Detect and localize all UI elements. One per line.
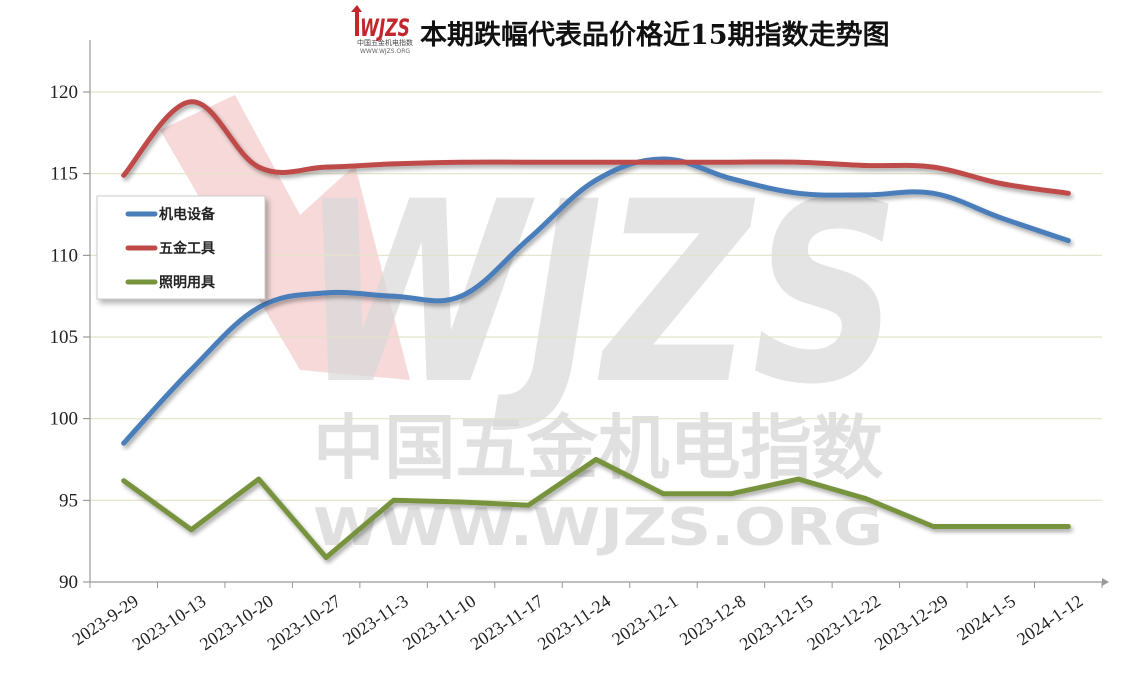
chart-header: WJZS 中国五金机电指数 WWW.WJZS.ORG 本期跌幅代表品价格近15期… [351,5,890,55]
data-point [863,163,869,168]
data-point [1065,190,1071,196]
data-point [458,499,464,505]
data-point [796,476,801,482]
x-tick-label: 2023-12-1 [608,591,681,650]
data-point [1065,524,1071,529]
data-point [391,497,396,503]
x-tick-label: 2023-12-15 [736,591,817,655]
y-tick-label: 120 [50,82,79,103]
x-tick-label: 2024-1-12 [1013,591,1086,650]
logo-url: WWW.WJZS.ORG [360,48,410,55]
watermark: WJZS 中国五金机电指数 WWW.WJZS.ORG [160,95,900,558]
y-tick-label: 90 [59,572,78,593]
legend-label: 五金工具 [159,240,215,257]
data-point [728,159,734,165]
data-point [323,555,329,560]
x-tick-label: 2023-10-13 [129,591,210,655]
data-point [323,164,329,170]
legend-label: 照明用具 [159,275,215,291]
x-tick-label: 2024-1-5 [953,591,1019,644]
chart-title: 本期跌幅代表品价格近15期指数走势图 [420,20,890,51]
data-point [526,159,531,165]
data-point [863,496,869,502]
data-point [998,215,1004,221]
data-point [256,164,262,170]
x-tick-label: 2023-10-27 [264,591,345,655]
data-point [728,176,734,181]
data-point [121,478,127,484]
legend-box [96,195,266,300]
data-point [458,159,464,165]
y-tick-label: 100 [50,409,79,430]
x-tick-label: 2023-11-24 [534,591,614,654]
data-point [593,177,599,183]
x-tick-label: 2023-11-10 [399,591,479,654]
data-point [796,190,801,196]
y-tick-label: 110 [50,245,78,266]
data-point [526,502,531,508]
data-point [458,293,464,299]
y-tick-label: 105 [50,327,79,348]
legend-label: 机电设备 [159,206,216,223]
data-point [661,491,666,497]
x-axis-ticks: 2023-9-292023-10-132023-10-202023-10-272… [69,582,1103,655]
data-point [188,99,194,105]
data-point [1065,238,1071,244]
watermark-url-text: WWW.WJZS.ORG [313,498,883,558]
data-point [796,159,801,165]
data-point [121,440,127,446]
watermark-big-letters: WJZS [300,148,900,439]
data-point [256,305,262,310]
y-axis-ticks: 90 95 100 105 110 115 120 [50,82,90,593]
data-point [593,159,599,165]
data-point [661,159,666,165]
data-point [526,236,531,242]
data-point [593,457,599,462]
axes [89,40,1109,586]
watermark-arrow-icon [160,95,410,380]
data-point [256,476,262,482]
x-axis-arrow-icon [1102,578,1109,586]
y-tick-label: 95 [59,490,78,511]
data-point [188,367,194,373]
y-tick-label: 115 [50,164,78,185]
logo-text: WJZS [360,14,410,42]
logo-subtext: 中国五金机电指数 [357,38,413,47]
data-point [998,524,1004,529]
data-point [863,192,869,198]
x-tick-label: 2023-11-17 [467,591,547,654]
data-point [391,161,396,167]
data-point [323,290,329,296]
data-point [391,293,396,299]
data-point [998,181,1004,186]
x-tick-label: 2023-12-29 [871,591,952,655]
data-point [188,527,194,533]
watermark-cn-text: 中国五金机电指数 [313,407,883,489]
x-tick-label: 2023-12-22 [803,591,884,655]
data-point [930,164,936,170]
logo-arrow-icon [351,5,362,36]
logo: WJZS 中国五金机电指数 WWW.WJZS.ORG [351,5,413,55]
data-point [728,491,734,497]
series-line-1 [121,156,1071,446]
x-tick-label: 2023-10-20 [196,591,277,655]
data-point [121,172,127,178]
series-lines [121,99,1071,560]
data-point [930,190,936,196]
data-point [930,524,936,529]
